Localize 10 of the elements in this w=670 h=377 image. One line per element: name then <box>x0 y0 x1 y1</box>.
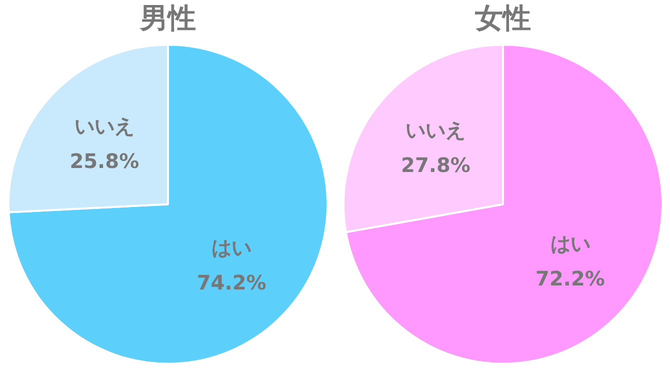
data-label: 72.2% <box>536 266 605 291</box>
chart-title: 男性 <box>139 2 196 35</box>
data-label: 74.2% <box>196 270 266 295</box>
chart-title: 女性 <box>474 2 531 35</box>
data-label: 25.8% <box>70 149 140 174</box>
slice-label: いいえ <box>74 114 134 138</box>
slice-label: はい <box>212 235 252 260</box>
data-label: 27.8% <box>401 153 470 178</box>
slice-label: はい <box>550 231 590 256</box>
slice-label: いいえ <box>406 118 466 142</box>
